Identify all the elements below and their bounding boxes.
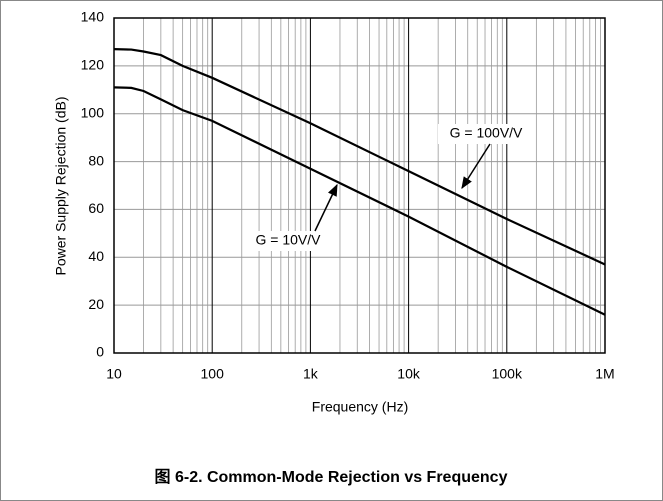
x-tick-label: 100	[201, 366, 225, 382]
series-line	[113, 86, 606, 316]
y-tick-label: 140	[81, 9, 105, 25]
x-tick-label: 1M	[595, 366, 614, 382]
y-tick-label: 100	[81, 104, 105, 120]
y-tick-label: 0	[96, 344, 104, 360]
y-tick-label: 60	[88, 200, 104, 216]
label-bg	[438, 124, 534, 144]
y-tick-label: 80	[88, 152, 104, 168]
plot	[113, 48, 606, 316]
x-tick-label: 1k	[303, 366, 319, 382]
annotation: G = 10V/V	[256, 232, 322, 248]
label-bg	[244, 231, 332, 251]
y-tick-label: 120	[81, 57, 105, 73]
annotation: G = 100V/V	[450, 125, 523, 141]
annotation-arrow	[461, 143, 491, 190]
series-line	[113, 48, 606, 266]
y-axis-label: Power Supply Rejection (dB)	[53, 97, 69, 276]
x-tick-label: 10	[106, 366, 122, 382]
caption: 图 6-2. Common-Mode Rejection vs Frequenc…	[155, 468, 508, 486]
plot-frame	[113, 17, 606, 354]
x-axis-label: Frequency (Hz)	[312, 399, 408, 415]
y-tick-label: 40	[88, 248, 104, 264]
x-tick-label: 100k	[492, 366, 523, 382]
x-tick-label: 10k	[397, 366, 421, 382]
annotation-arrow	[314, 183, 338, 232]
y-tick-label: 20	[88, 296, 104, 312]
